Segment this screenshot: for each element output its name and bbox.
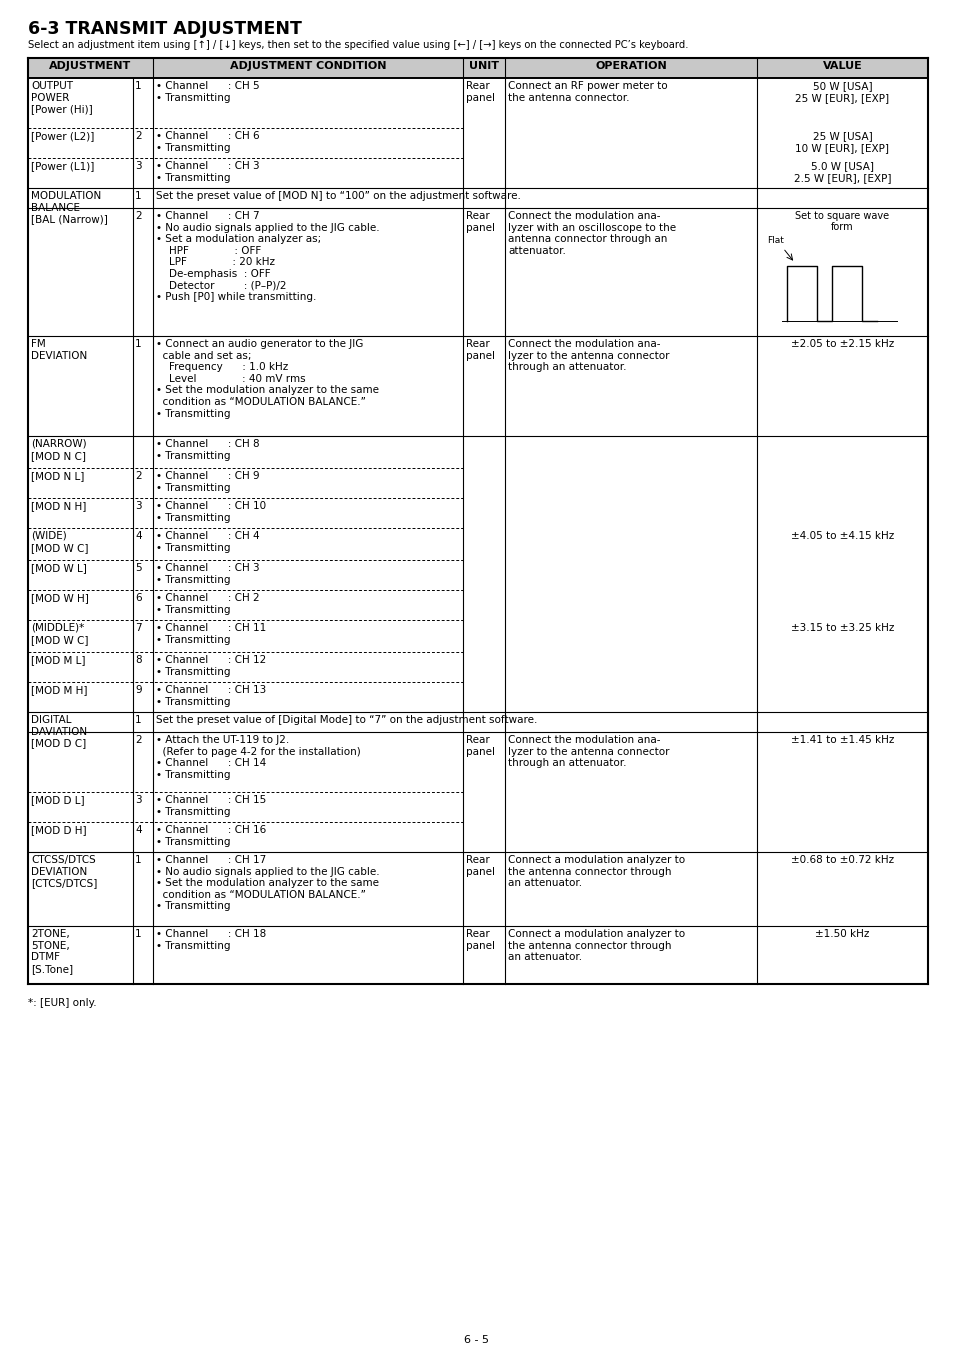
Text: Flat: Flat — [766, 236, 783, 245]
Text: 4: 4 — [135, 531, 141, 540]
Text: • Channel      : CH 15
• Transmitting: • Channel : CH 15 • Transmitting — [156, 794, 266, 816]
Bar — [28, 58, 927, 78]
Text: ±3.15 to ±3.25 kHz: ±3.15 to ±3.25 kHz — [790, 623, 893, 634]
Text: VALUE: VALUE — [821, 61, 862, 72]
Text: Connect the modulation ana-
lyzer with an oscilloscope to the
antenna connector : Connect the modulation ana- lyzer with a… — [507, 211, 676, 255]
Text: Connect a modulation analyzer to
the antenna connector through
an attenuator.: Connect a modulation analyzer to the ant… — [507, 855, 684, 888]
Text: • Channel      : CH 17
• No audio signals applied to the JIG cable.
• Set the mo: • Channel : CH 17 • No audio signals app… — [156, 855, 379, 912]
Text: Rear
panel: Rear panel — [465, 339, 495, 361]
Text: • Channel      : CH 10
• Transmitting: • Channel : CH 10 • Transmitting — [156, 501, 266, 523]
Text: CTCSS/DTCS
DEVIATION
[CTCS/DTCS]: CTCSS/DTCS DEVIATION [CTCS/DTCS] — [30, 855, 97, 888]
Text: • Channel      : CH 3
• Transmitting: • Channel : CH 3 • Transmitting — [156, 563, 259, 585]
Text: [MOD D H]: [MOD D H] — [30, 825, 87, 835]
Text: 1: 1 — [135, 929, 141, 939]
Text: 1: 1 — [135, 339, 141, 349]
Text: 5.0 W [USA]
2.5 W [EUR], [EXP]: 5.0 W [USA] 2.5 W [EUR], [EXP] — [793, 161, 890, 182]
Text: (NARROW)
[MOD N C]: (NARROW) [MOD N C] — [30, 439, 87, 461]
Text: • Attach the UT-119 to J2.
  (Refer to page 4-2 for the installation)
• Channel : • Attach the UT-119 to J2. (Refer to pag… — [156, 735, 360, 780]
Text: • Channel      : CH 16
• Transmitting: • Channel : CH 16 • Transmitting — [156, 825, 266, 847]
Text: Connect the modulation ana-
lyzer to the antenna connector
through an attenuator: Connect the modulation ana- lyzer to the… — [507, 735, 669, 769]
Text: 3: 3 — [135, 501, 141, 511]
Text: • Connect an audio generator to the JIG
  cable and set as;
    Frequency      :: • Connect an audio generator to the JIG … — [156, 339, 378, 419]
Text: 2: 2 — [135, 471, 141, 481]
Text: Rear
panel: Rear panel — [465, 929, 495, 951]
Text: • Channel      : CH 3
• Transmitting: • Channel : CH 3 • Transmitting — [156, 161, 259, 182]
Text: 1: 1 — [135, 190, 141, 201]
Text: • Channel      : CH 9
• Transmitting: • Channel : CH 9 • Transmitting — [156, 471, 259, 493]
Text: *: [EUR] only.: *: [EUR] only. — [28, 998, 96, 1008]
Text: Connect a modulation analyzer to
the antenna connector through
an attenuator.: Connect a modulation analyzer to the ant… — [507, 929, 684, 962]
Text: 2: 2 — [135, 735, 141, 744]
Text: 4: 4 — [135, 825, 141, 835]
Text: (MIDDLE)*
[MOD W C]: (MIDDLE)* [MOD W C] — [30, 623, 89, 644]
Text: Rear
panel: Rear panel — [465, 855, 495, 877]
Text: • Channel      : CH 7
• No audio signals applied to the JIG cable.
• Set a modul: • Channel : CH 7 • No audio signals appl… — [156, 211, 379, 303]
Text: ±2.05 to ±2.15 kHz: ±2.05 to ±2.15 kHz — [790, 339, 893, 349]
Text: [Power (L1)]: [Power (L1)] — [30, 161, 94, 172]
Text: 25 W [USA]
10 W [EUR], [EXP]: 25 W [USA] 10 W [EUR], [EXP] — [795, 131, 888, 153]
Text: MODULATION
BALANCE
[BAL (Narrow)]: MODULATION BALANCE [BAL (Narrow)] — [30, 190, 108, 224]
Text: 3: 3 — [135, 794, 141, 805]
Text: [MOD D L]: [MOD D L] — [30, 794, 85, 805]
Text: [MOD M H]: [MOD M H] — [30, 685, 88, 694]
Text: ±0.68 to ±0.72 kHz: ±0.68 to ±0.72 kHz — [790, 855, 893, 865]
Text: 1: 1 — [135, 81, 141, 91]
Text: 6-3 TRANSMIT ADJUSTMENT: 6-3 TRANSMIT ADJUSTMENT — [28, 20, 301, 38]
Text: 50 W [USA]
25 W [EUR], [EXP]: 50 W [USA] 25 W [EUR], [EXP] — [795, 81, 888, 103]
Text: Rear
panel: Rear panel — [465, 735, 495, 757]
Text: 1: 1 — [135, 715, 141, 725]
Text: [MOD N H]: [MOD N H] — [30, 501, 87, 511]
Text: • Channel      : CH 6
• Transmitting: • Channel : CH 6 • Transmitting — [156, 131, 259, 153]
Text: 1: 1 — [135, 855, 141, 865]
Text: 6 - 5: 6 - 5 — [464, 1335, 489, 1346]
Text: • Channel      : CH 18
• Transmitting: • Channel : CH 18 • Transmitting — [156, 929, 266, 951]
Text: ±4.05 to ±4.15 kHz: ±4.05 to ±4.15 kHz — [790, 531, 893, 540]
Text: ±1.50 kHz: ±1.50 kHz — [815, 929, 869, 939]
Text: • Channel      : CH 4
• Transmitting: • Channel : CH 4 • Transmitting — [156, 531, 259, 553]
Text: Connect an RF power meter to
the antenna connector.: Connect an RF power meter to the antenna… — [507, 81, 667, 103]
Text: 6: 6 — [135, 593, 141, 603]
Text: • Channel      : CH 11
• Transmitting: • Channel : CH 11 • Transmitting — [156, 623, 266, 644]
Text: ADJUSTMENT CONDITION: ADJUSTMENT CONDITION — [230, 61, 386, 72]
Text: OPERATION: OPERATION — [595, 61, 666, 72]
Text: (WIDE)
[MOD W C]: (WIDE) [MOD W C] — [30, 531, 89, 553]
Text: Rear
panel: Rear panel — [465, 211, 495, 232]
Text: 2: 2 — [135, 211, 141, 222]
Text: Set to square wave: Set to square wave — [795, 211, 888, 222]
Text: UNIT: UNIT — [469, 61, 498, 72]
Text: • Channel      : CH 2
• Transmitting: • Channel : CH 2 • Transmitting — [156, 593, 259, 615]
Text: Set the preset value of [Digital Mode] to “7” on the adjustment software.: Set the preset value of [Digital Mode] t… — [156, 715, 537, 725]
Text: Select an adjustment item using [↑] / [↓] keys, then set to the specified value : Select an adjustment item using [↑] / [↓… — [28, 41, 688, 50]
Text: ±1.41 to ±1.45 kHz: ±1.41 to ±1.45 kHz — [790, 735, 893, 744]
Text: [MOD W H]: [MOD W H] — [30, 593, 89, 603]
Text: OUTPUT
POWER
[Power (Hi)]: OUTPUT POWER [Power (Hi)] — [30, 81, 92, 115]
Text: form: form — [830, 222, 853, 232]
Text: [MOD W L]: [MOD W L] — [30, 563, 87, 573]
Text: FM
DEVIATION: FM DEVIATION — [30, 339, 87, 361]
Text: 7: 7 — [135, 623, 141, 634]
Text: 2: 2 — [135, 131, 141, 141]
Text: 9: 9 — [135, 685, 141, 694]
Text: 2TONE,
5TONE,
DTMF
[S.Tone]: 2TONE, 5TONE, DTMF [S.Tone] — [30, 929, 73, 974]
Text: 8: 8 — [135, 655, 141, 665]
Text: Connect the modulation ana-
lyzer to the antenna connector
through an attenuator: Connect the modulation ana- lyzer to the… — [507, 339, 669, 372]
Text: [MOD N L]: [MOD N L] — [30, 471, 84, 481]
Text: 5: 5 — [135, 563, 141, 573]
Text: DIGITAL
DAVIATION
[MOD D C]: DIGITAL DAVIATION [MOD D C] — [30, 715, 87, 748]
Text: ADJUSTMENT: ADJUSTMENT — [50, 61, 132, 72]
Text: [Power (L2)]: [Power (L2)] — [30, 131, 94, 141]
Text: [MOD M L]: [MOD M L] — [30, 655, 86, 665]
Text: • Channel      : CH 5
• Transmitting: • Channel : CH 5 • Transmitting — [156, 81, 259, 103]
Text: • Channel      : CH 8
• Transmitting: • Channel : CH 8 • Transmitting — [156, 439, 259, 461]
Text: • Channel      : CH 12
• Transmitting: • Channel : CH 12 • Transmitting — [156, 655, 266, 677]
Text: Set the preset value of [MOD N] to “100” on the adjustment software.: Set the preset value of [MOD N] to “100”… — [156, 190, 520, 201]
Text: Rear
panel: Rear panel — [465, 81, 495, 103]
Text: • Channel      : CH 13
• Transmitting: • Channel : CH 13 • Transmitting — [156, 685, 266, 707]
Text: 3: 3 — [135, 161, 141, 172]
